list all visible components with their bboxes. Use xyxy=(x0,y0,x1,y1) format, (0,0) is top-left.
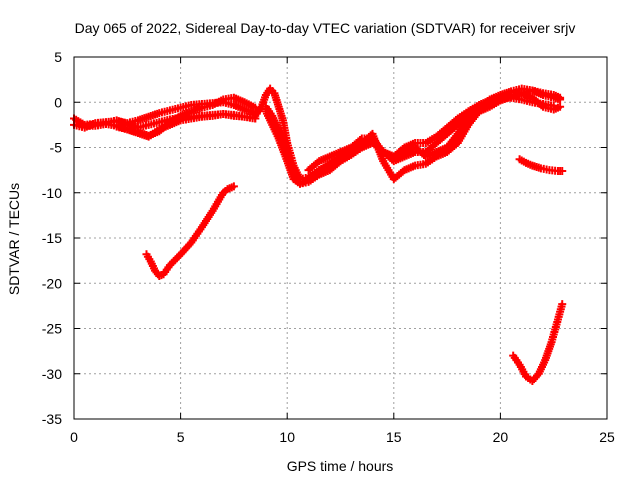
data-series xyxy=(515,155,567,176)
data-series xyxy=(112,110,260,141)
x-axis-label: GPS time / hours xyxy=(287,458,394,474)
data-series xyxy=(142,182,238,281)
x-tick-label: 10 xyxy=(279,429,295,445)
data-series xyxy=(261,93,558,188)
y-axis-label: SDTVAR / TECUs xyxy=(6,183,22,295)
y-tick-label: 5 xyxy=(54,49,62,65)
x-tick-label: 0 xyxy=(70,429,78,445)
axis-ticks: 0 5 10 15 20 25 -35 -30 -25 -20 -15 -10 -5 0 5 xyxy=(42,49,615,445)
data-series xyxy=(261,89,565,188)
y-tick-label: -20 xyxy=(42,275,62,291)
data-point xyxy=(558,300,567,309)
x-tick-label: 20 xyxy=(493,429,509,445)
y-tick-label: -15 xyxy=(42,230,62,246)
x-tick-label: 5 xyxy=(177,429,185,445)
x-tick-label: 15 xyxy=(386,429,402,445)
data-points xyxy=(70,84,567,385)
y-tick-label: -35 xyxy=(42,411,62,427)
y-tick-label: -30 xyxy=(42,366,62,382)
data-point xyxy=(229,182,238,191)
data-point xyxy=(558,167,567,176)
y-tick-label: -5 xyxy=(50,140,63,156)
chart-title: Day 065 of 2022, Sidereal Day-to-day VTE… xyxy=(75,20,576,36)
x-tick-label: 25 xyxy=(599,429,615,445)
data-point xyxy=(556,93,565,102)
y-tick-label: -10 xyxy=(42,185,62,201)
data-point xyxy=(549,101,558,110)
data-series xyxy=(509,300,567,385)
data-series xyxy=(304,86,565,175)
y-tick-label: 0 xyxy=(54,94,62,110)
y-tick-label: -25 xyxy=(42,321,62,337)
gridlines xyxy=(74,57,607,419)
